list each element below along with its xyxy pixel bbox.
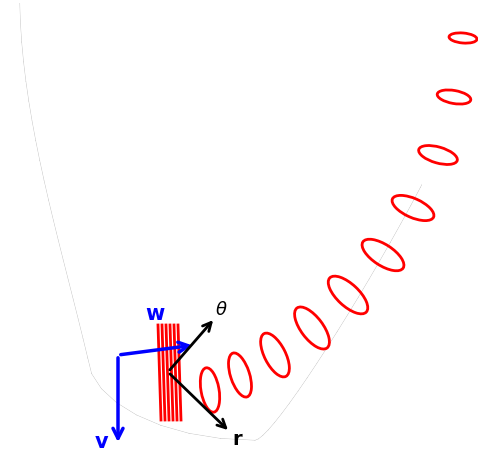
Polygon shape <box>0 0 476 440</box>
Text: r: r <box>232 430 241 449</box>
Text: $\theta$: $\theta$ <box>215 301 228 319</box>
Text: w: w <box>145 304 164 324</box>
Text: v: v <box>95 432 109 452</box>
